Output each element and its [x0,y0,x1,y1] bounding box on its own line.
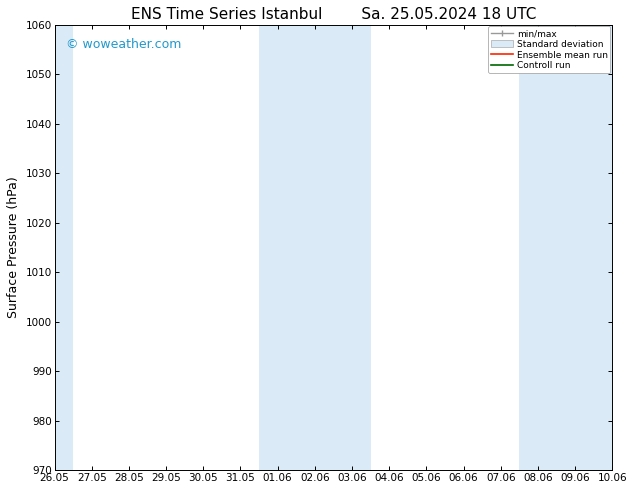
Legend: min/max, Standard deviation, Ensemble mean run, Controll run: min/max, Standard deviation, Ensemble me… [488,26,611,73]
Bar [519,24,631,470]
Y-axis label: Surface Pressure (hPa): Surface Pressure (hPa) [7,176,20,318]
Title: ENS Time Series Istanbul        Sa. 25.05.2024 18 UTC: ENS Time Series Istanbul Sa. 25.05.2024 … [131,7,536,22]
Text: © woweather.com: © woweather.com [66,38,181,51]
Bar [36,24,73,470]
Bar [259,24,370,470]
